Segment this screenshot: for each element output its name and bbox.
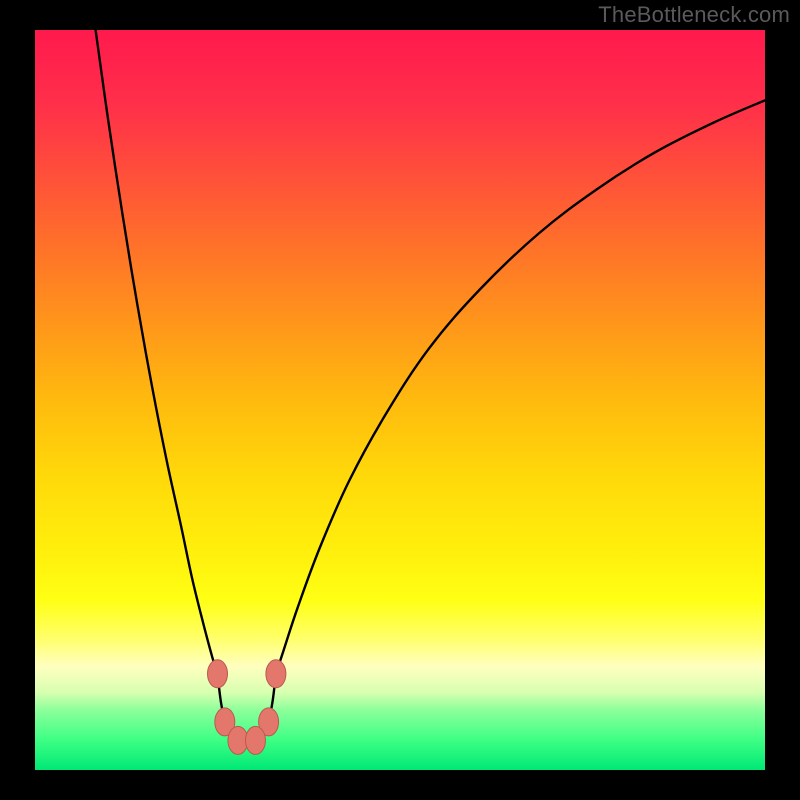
curve-marker: [266, 660, 286, 688]
chart-frame: TheBottleneck.com: [0, 0, 800, 800]
watermark-text: TheBottleneck.com: [598, 2, 790, 28]
bottleneck-curve-chart: [35, 30, 765, 770]
gradient-background: [35, 30, 765, 770]
curve-marker: [228, 726, 248, 754]
curve-marker: [208, 660, 228, 688]
plot-area: [35, 30, 765, 770]
curve-marker: [245, 726, 265, 754]
